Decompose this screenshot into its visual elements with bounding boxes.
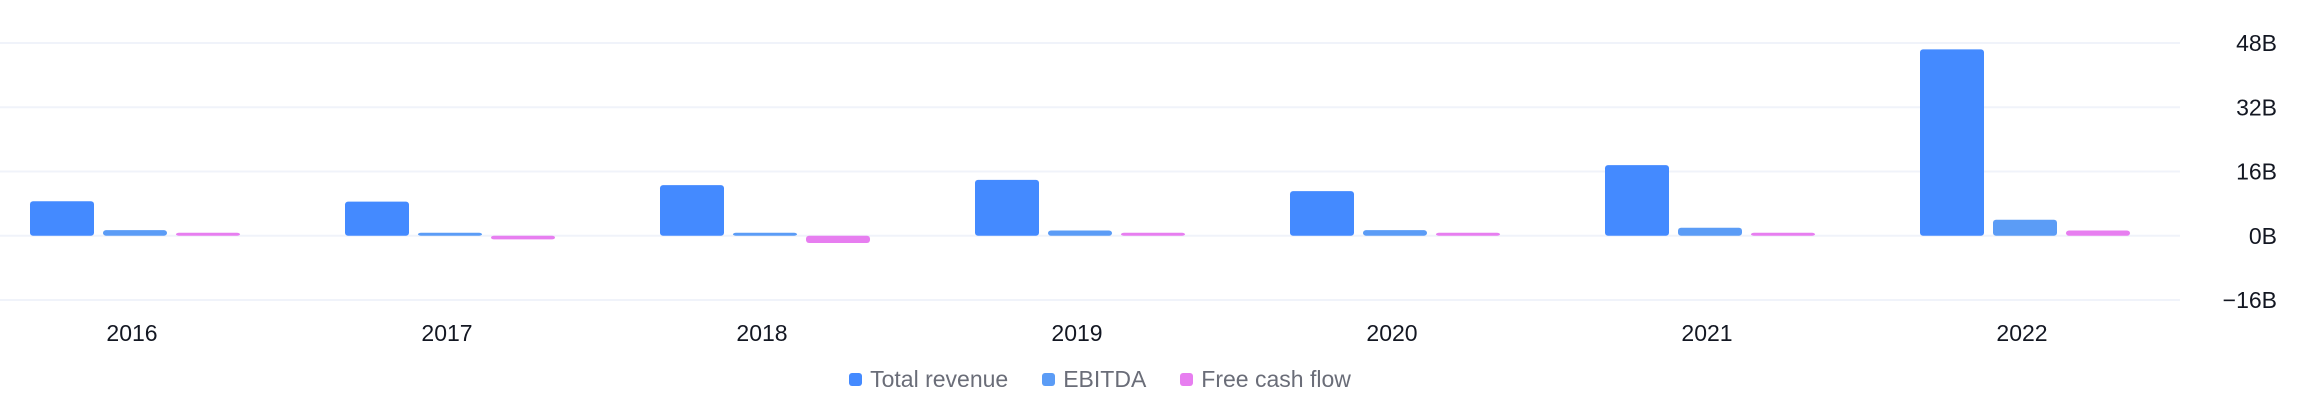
bar-free-cash-flow-2018[interactable] (806, 235, 870, 243)
bar-free-cash-flow-2021[interactable] (1751, 232, 1815, 236)
legend-swatch-icon (1042, 373, 1056, 386)
legend-item-ebitda[interactable]: EBITDA (1042, 366, 1146, 393)
bar-ebitda-2019[interactable] (1048, 230, 1112, 236)
bar-total-revenue-2016[interactable] (30, 201, 94, 236)
y-tick-label: 48B (2236, 30, 2277, 56)
x-category-label: 2017 (421, 320, 472, 346)
y-tick-label: 32B (2236, 94, 2277, 120)
chart-canvas: 48B 32B 16B 0B −16B 2016 2017 2018 2019 2020 2021… (0, 30, 2277, 346)
bar-total-revenue-2021[interactable] (1605, 165, 1669, 236)
bar-ebitda-2018[interactable] (733, 232, 797, 236)
legend-item-free-cash-flow[interactable]: Free cash flow (1180, 366, 1351, 393)
y-axis-tick-labels: 48B 32B 16B 0B −16B (2223, 30, 2277, 313)
legend-label: EBITDA (1063, 366, 1147, 392)
bar-total-revenue-2020[interactable] (1290, 191, 1354, 236)
x-category-label: 2019 (1051, 320, 1102, 346)
x-category-label: 2018 (736, 320, 787, 346)
y-tick-label: −16B (2223, 287, 2277, 313)
bar-total-revenue-2018[interactable] (660, 185, 724, 236)
bar-free-cash-flow-2016[interactable] (176, 232, 240, 236)
bar-total-revenue-2022[interactable] (1920, 49, 1984, 236)
legend-label: Free cash flow (1201, 366, 1351, 392)
bar-ebitda-2017[interactable] (418, 232, 482, 236)
x-axis-category-labels: 2016 2017 2018 2019 2020 2021 2022 (106, 320, 2047, 346)
bar-total-revenue-2019[interactable] (975, 179, 1039, 236)
legend: Total revenue EBITDA Free cash flow (0, 366, 2200, 393)
bar-ebitda-2016[interactable] (103, 230, 167, 236)
legend-item-total-revenue[interactable]: Total revenue (849, 366, 1008, 393)
bar-total-revenue-2017[interactable] (345, 201, 409, 236)
bar-free-cash-flow-2019[interactable] (1121, 232, 1185, 236)
legend-swatch-icon (1180, 373, 1194, 386)
x-category-label: 2022 (1996, 320, 2047, 346)
bar-ebitda-2020[interactable] (1363, 230, 1427, 236)
bar-free-cash-flow-2017[interactable] (491, 235, 555, 240)
bar-free-cash-flow-2020[interactable] (1436, 232, 1500, 236)
y-tick-label: 0B (2249, 223, 2277, 249)
x-category-label: 2021 (1681, 320, 1732, 346)
bar-ebitda-2022[interactable] (1993, 219, 2057, 236)
legend-swatch-icon (849, 373, 863, 386)
x-category-label: 2020 (1366, 320, 1417, 346)
y-tick-label: 16B (2236, 159, 2277, 185)
x-category-label: 2016 (106, 320, 157, 346)
bars (30, 49, 2130, 243)
bar-free-cash-flow-2022[interactable] (2066, 230, 2130, 236)
bar-ebitda-2021[interactable] (1678, 227, 1742, 236)
grid-lines (0, 42, 2180, 301)
legend-label: Total revenue (870, 366, 1009, 392)
